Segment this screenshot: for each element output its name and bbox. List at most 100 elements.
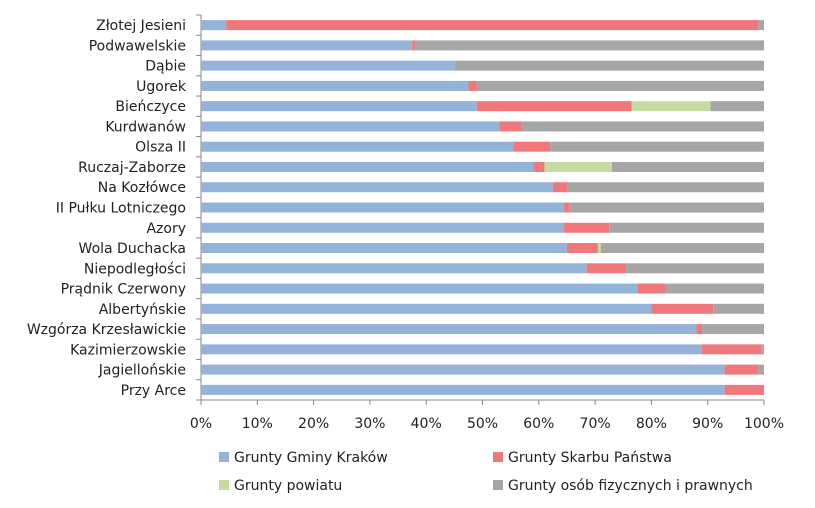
bar-segment bbox=[544, 161, 612, 172]
legend-label: Grunty powiatu bbox=[234, 478, 342, 494]
category-label: Albertyńskie bbox=[99, 302, 186, 318]
legend-swatch bbox=[493, 452, 503, 462]
category-label: Bieńczyce bbox=[115, 99, 186, 115]
bar-segment bbox=[597, 243, 601, 254]
x-tick-label: 50% bbox=[467, 416, 498, 432]
x-tick-labels: 0% 10% 20% 30% 40% 50% 60% 70% 80% 90% 100% bbox=[190, 416, 784, 432]
category-label: Podwawelskie bbox=[89, 38, 186, 54]
category-label: Przy Arce bbox=[121, 383, 186, 399]
bar-segment bbox=[201, 263, 587, 274]
bar-segment bbox=[600, 243, 764, 254]
bar-segment bbox=[201, 121, 500, 132]
bar-segment bbox=[521, 121, 764, 132]
bar-segment bbox=[761, 344, 764, 355]
bar-segment bbox=[609, 222, 764, 233]
category-label: Dąbie bbox=[145, 59, 186, 75]
bar-segment bbox=[566, 182, 764, 193]
bar-segment bbox=[226, 20, 759, 31]
bar-segment bbox=[564, 222, 610, 233]
category-label: Ugorek bbox=[136, 79, 187, 95]
bar-segment bbox=[201, 161, 534, 172]
category-label: II Pułku Lotniczego bbox=[56, 201, 186, 217]
bar-segment bbox=[201, 182, 553, 193]
bar-segment bbox=[476, 80, 764, 91]
category-label: Jagiellońskie bbox=[98, 363, 186, 379]
category-label: Olsza II bbox=[135, 140, 186, 156]
bar-segment bbox=[201, 101, 477, 112]
bar-segment bbox=[499, 121, 522, 132]
category-label: Wzgórza Krzesławickie bbox=[27, 322, 186, 338]
category-label: Niepodległości bbox=[84, 261, 186, 277]
legend-label: Grunty Skarbu Państwa bbox=[508, 450, 672, 466]
bar-segment bbox=[476, 101, 632, 112]
category-label: Kazimierzowskie bbox=[70, 342, 186, 358]
legend-swatch bbox=[493, 480, 503, 490]
bar-segment bbox=[651, 303, 714, 314]
legend-swatch bbox=[219, 452, 229, 462]
bar-segment bbox=[637, 283, 666, 294]
bar-segment bbox=[201, 202, 565, 213]
bar-segment bbox=[513, 141, 551, 152]
bar-segment bbox=[631, 101, 711, 112]
x-tick-label: 20% bbox=[298, 416, 329, 432]
bar-segment bbox=[201, 243, 567, 254]
bar-segment bbox=[586, 263, 627, 274]
x-tick-label: 0% bbox=[190, 416, 212, 432]
x-tick-label: 70% bbox=[580, 416, 611, 432]
x-tick-label: 30% bbox=[354, 416, 385, 432]
bar-segment bbox=[201, 324, 697, 335]
legend-swatch bbox=[219, 480, 229, 490]
bar-segment bbox=[564, 202, 570, 213]
bar-segment bbox=[758, 20, 764, 31]
bar-segment bbox=[201, 80, 469, 91]
x-tick-label: 40% bbox=[411, 416, 442, 432]
bar-segment bbox=[201, 344, 703, 355]
bar-segment bbox=[414, 40, 764, 51]
bar-segment bbox=[665, 283, 764, 294]
category-label: Azory bbox=[146, 221, 186, 237]
bar-segment bbox=[201, 141, 514, 152]
category-label: Prądnik Czerwony bbox=[61, 282, 186, 298]
bar-segment bbox=[552, 182, 567, 193]
bar-segment bbox=[710, 101, 764, 112]
bar-segment bbox=[201, 40, 413, 51]
bar-segment bbox=[533, 161, 545, 172]
category-label: Wola Duchacka bbox=[79, 241, 186, 257]
bar-segment bbox=[454, 60, 764, 71]
x-tick-label: 90% bbox=[692, 416, 723, 432]
x-tick-label: 60% bbox=[523, 416, 554, 432]
bar-segment bbox=[412, 40, 415, 51]
bar-segment bbox=[702, 324, 764, 335]
bar-segment bbox=[201, 60, 455, 71]
bar-segment bbox=[566, 243, 598, 254]
bar-segment bbox=[626, 263, 764, 274]
category-label: Kurdwanów bbox=[105, 119, 186, 135]
bar-segment bbox=[201, 283, 638, 294]
bar-segment bbox=[550, 141, 764, 152]
category-label: Złotej Jesieni bbox=[96, 18, 186, 34]
category-labels: Złotej Jesieni Podwawelskie Dąbie Ugorek Bie… bbox=[27, 18, 187, 399]
bar-segment bbox=[702, 344, 762, 355]
bar-segment bbox=[696, 324, 703, 335]
bar-segment bbox=[201, 303, 652, 314]
bar-segment bbox=[724, 364, 759, 375]
bar-segment bbox=[201, 384, 725, 395]
bar-segment bbox=[569, 202, 764, 213]
bar-segment bbox=[201, 20, 227, 31]
x-tick-label: 80% bbox=[636, 416, 667, 432]
bar-segment bbox=[713, 303, 764, 314]
legend-label: Grunty osób fizycznych i prawnych bbox=[508, 478, 753, 494]
bar-segment bbox=[201, 364, 725, 375]
chart-legend: Grunty Gminy Kraków Grunty Skarbu Państwa… bbox=[219, 450, 753, 494]
bar-segment bbox=[201, 222, 565, 233]
x-tick-label: 10% bbox=[242, 416, 273, 432]
bar-segment bbox=[468, 80, 477, 91]
x-tick-label: 100% bbox=[744, 416, 784, 432]
category-label: Na Kozłówce bbox=[98, 180, 186, 196]
bar-segment bbox=[758, 364, 764, 375]
bar-segment bbox=[724, 384, 764, 395]
chart-bars bbox=[201, 20, 764, 395]
category-label: Ruczaj-Zaborze bbox=[78, 160, 186, 176]
bar-segment bbox=[611, 161, 764, 172]
